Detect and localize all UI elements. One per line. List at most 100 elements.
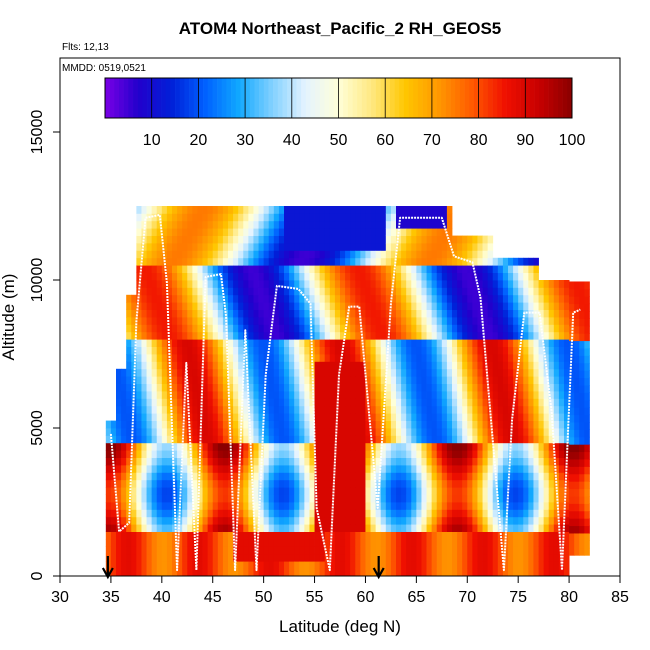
heatmap-cell xyxy=(263,265,270,273)
heatmap-cell xyxy=(187,287,193,296)
heatmap-cell xyxy=(426,435,433,444)
heatmap-cell xyxy=(233,265,239,273)
heatmap-cell xyxy=(431,309,438,318)
heatmap-cell xyxy=(508,354,514,362)
heatmap-cell xyxy=(233,524,239,532)
heatmap-cell xyxy=(172,435,178,444)
heatmap-cell xyxy=(248,546,254,555)
heatmap-cell xyxy=(538,509,545,518)
heatmap-cell xyxy=(538,524,545,532)
heatmap-cell xyxy=(375,442,382,451)
colorbar xyxy=(104,77,573,119)
heatmap-cell xyxy=(156,428,163,436)
heatmap-cell xyxy=(421,479,427,488)
heatmap-cell xyxy=(426,420,433,429)
heatmap-cell xyxy=(192,516,198,525)
heatmap-cell xyxy=(502,435,509,444)
heatmap-cell xyxy=(345,280,351,288)
heatmap-cell xyxy=(121,405,127,414)
heatmap-cell xyxy=(192,243,198,251)
heatmap-cell xyxy=(263,294,270,303)
colorbar-segment xyxy=(427,78,433,118)
heatmap-cell xyxy=(436,442,443,451)
heatmap-cell xyxy=(289,420,295,429)
heatmap-cell xyxy=(172,206,178,214)
heatmap-cell xyxy=(329,265,336,273)
heatmap-cell xyxy=(385,405,392,414)
heatmap-cell xyxy=(487,287,494,296)
heatmap-cell xyxy=(528,479,534,488)
heatmap-cell xyxy=(151,539,158,547)
heatmap-cell xyxy=(365,243,371,251)
heatmap-cell xyxy=(533,502,539,510)
heatmap-cell xyxy=(390,494,397,503)
heatmap-cell xyxy=(319,339,326,347)
heatmap-cell xyxy=(258,280,265,288)
heatmap-cell xyxy=(406,368,412,377)
heatmap-cell xyxy=(217,302,224,310)
heatmap-cell xyxy=(238,487,244,495)
heatmap-cell xyxy=(513,398,519,407)
heatmap-cell xyxy=(299,524,305,532)
heatmap-cell xyxy=(161,346,168,355)
heatmap-cell xyxy=(299,257,305,266)
heatmap-cell xyxy=(217,391,224,399)
heatmap-cell xyxy=(436,272,443,281)
heatmap-cell xyxy=(166,317,173,325)
heatmap-cell xyxy=(355,346,361,355)
heatmap-cell xyxy=(497,331,504,340)
heatmap-cell xyxy=(340,287,346,296)
heatmap-cell xyxy=(268,302,275,310)
heatmap-cell xyxy=(452,428,458,436)
heatmap-cell xyxy=(360,272,366,281)
heatmap-cell xyxy=(136,235,142,244)
heatmap-cell xyxy=(416,553,422,562)
heatmap-cell xyxy=(146,368,153,377)
heatmap-cell xyxy=(548,539,555,547)
heatmap-cell xyxy=(365,479,371,488)
heatmap-cell xyxy=(426,339,433,347)
heatmap-cell xyxy=(375,524,382,532)
heatmap-cell xyxy=(319,428,326,436)
colorbar-segment xyxy=(399,78,405,118)
colorbar-segment xyxy=(548,78,554,118)
heatmap-cell xyxy=(411,383,417,392)
heatmap-cell xyxy=(304,428,310,436)
heatmap-cell xyxy=(441,220,448,229)
heatmap-cell xyxy=(212,331,219,340)
heatmap-cell xyxy=(182,317,188,325)
heatmap-cell xyxy=(528,376,534,384)
heatmap-cell xyxy=(253,331,259,340)
heatmap-cell xyxy=(202,509,209,518)
heatmap-cell xyxy=(426,413,433,421)
heatmap-cell xyxy=(268,450,275,458)
heatmap-cell xyxy=(268,472,275,481)
heatmap-cell xyxy=(284,450,290,458)
heatmap-cell xyxy=(452,346,458,355)
colorbar-segment xyxy=(557,78,563,118)
heatmap-cell xyxy=(202,257,209,266)
heatmap-cell xyxy=(314,539,321,547)
heatmap-cell xyxy=(564,317,570,325)
heatmap-cell xyxy=(141,479,147,488)
heatmap-cell xyxy=(197,220,203,229)
heatmap-cell xyxy=(136,213,142,222)
heatmap-cell xyxy=(131,546,137,555)
heatmap-cell xyxy=(350,339,356,347)
heatmap-cell xyxy=(156,539,163,547)
heatmap-cell xyxy=(284,309,290,318)
heatmap-cell xyxy=(421,383,427,392)
heatmap-cell xyxy=(365,546,371,555)
flight-markers xyxy=(101,556,385,580)
heatmap-cell xyxy=(309,272,315,281)
heatmap-cell xyxy=(177,331,183,340)
heatmap-cell xyxy=(508,309,514,318)
heatmap-cell xyxy=(243,531,249,540)
heatmap-cell xyxy=(431,265,438,273)
heatmap-cell xyxy=(136,502,142,510)
colorbar-segment xyxy=(301,78,307,118)
heatmap-cell xyxy=(426,294,433,303)
heatmap-cell xyxy=(345,368,351,377)
heatmap-cell xyxy=(299,450,305,458)
heatmap-cell xyxy=(538,346,545,355)
